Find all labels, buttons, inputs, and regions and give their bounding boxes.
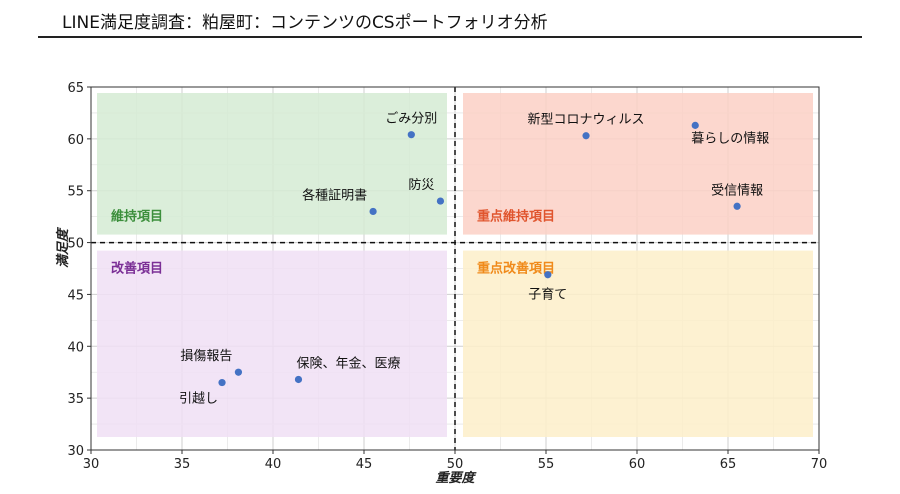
x-tick-label: 40 — [265, 457, 282, 472]
y-tick-label: 35 — [67, 392, 84, 407]
y-tick-label: 40 — [67, 340, 84, 355]
y-tick-label: 50 — [67, 237, 84, 252]
x-axis-label: 重要度 — [435, 470, 477, 486]
data-point — [407, 131, 415, 139]
x-tick-label: 55 — [538, 457, 555, 472]
y-tick-label: 55 — [67, 185, 84, 200]
x-tick-label: 45 — [356, 457, 373, 472]
data-point — [733, 202, 741, 210]
data-point — [218, 378, 226, 387]
data-point — [436, 197, 445, 205]
data-point — [369, 207, 377, 216]
title-divider — [38, 36, 862, 38]
data-point-label: 受信情報 — [711, 183, 763, 198]
y-tick-label: 30 — [67, 444, 84, 459]
data-point-label: 保険、年金、医療 — [296, 355, 400, 371]
quadrant-label: 維持項目 — [111, 209, 163, 225]
quadrant-box — [463, 93, 813, 235]
data-point — [294, 375, 303, 384]
data-point-label: 損傷報告 — [180, 349, 232, 364]
data-point-label: 暮らしの情報 — [691, 131, 769, 146]
x-tick-label: 65 — [720, 457, 737, 472]
data-point-label: 引越し — [179, 392, 218, 407]
data-point — [691, 121, 699, 129]
quadrant-box — [97, 93, 447, 235]
data-point-label: 子育て — [528, 287, 567, 303]
quadrant-box — [463, 250, 813, 437]
data-point — [234, 368, 243, 376]
data-point-label: 各種証明書 — [302, 187, 367, 203]
page-title: LINE満足度調査：粕屋町：コンテンツのCSポートフォリオ分析 — [62, 13, 548, 33]
quadrant-box — [97, 250, 447, 437]
quadrant-label: 重点改善項目 — [477, 261, 555, 277]
quadrant-label: 改善項目 — [111, 261, 163, 277]
data-point-label: 新型コロナウィルス — [528, 112, 645, 128]
x-tick-label: 35 — [174, 457, 191, 472]
x-tick-label: 60 — [629, 457, 646, 472]
quadrant-label: 重点維持項目 — [477, 209, 555, 225]
data-point — [544, 271, 552, 279]
data-point-label: 防災 — [408, 177, 434, 193]
y-tick-label: 45 — [67, 288, 84, 303]
y-tick-label: 65 — [67, 81, 84, 96]
x-tick-label: 30 — [83, 457, 100, 472]
data-point-label: ごみ分別 — [385, 111, 437, 127]
x-tick-label: 50 — [447, 457, 464, 472]
y-axis-label: 満足度 — [55, 226, 71, 268]
x-tick-label: 70 — [811, 457, 828, 472]
y-tick-label: 60 — [67, 133, 84, 148]
data-point — [582, 132, 590, 140]
